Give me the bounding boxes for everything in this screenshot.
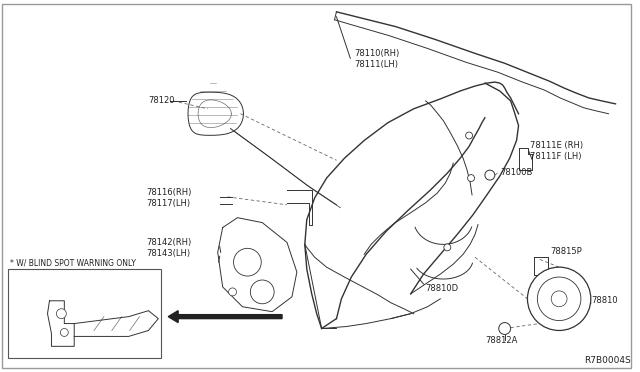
Text: 78812A: 78812A — [485, 336, 517, 345]
FancyArrow shape — [168, 311, 282, 323]
FancyBboxPatch shape — [8, 269, 161, 358]
Circle shape — [234, 248, 261, 276]
Circle shape — [228, 288, 237, 296]
Text: R7B0004S: R7B0004S — [584, 356, 630, 365]
Circle shape — [56, 309, 67, 318]
Text: 78810D: 78810D — [426, 285, 459, 294]
Circle shape — [527, 267, 591, 330]
Text: 78815P: 78815P — [550, 247, 582, 256]
Circle shape — [60, 328, 68, 336]
Text: 78100B: 78100B — [500, 168, 533, 177]
Circle shape — [485, 170, 495, 180]
Text: 78142(RH): 78142(RH) — [147, 238, 192, 247]
Text: 78111(LH): 78111(LH) — [355, 60, 398, 69]
Text: 78110(RH): 78110(RH) — [355, 49, 399, 58]
Circle shape — [466, 132, 472, 139]
Text: 78120: 78120 — [148, 96, 175, 105]
Circle shape — [538, 277, 581, 321]
Text: 78126(RH): 78126(RH) — [34, 310, 75, 319]
Text: 78810: 78810 — [592, 296, 618, 305]
Text: 78143(LH): 78143(LH) — [147, 249, 191, 258]
Text: 78111F (LH): 78111F (LH) — [531, 152, 582, 161]
Text: 78127(LH): 78127(LH) — [34, 322, 74, 331]
Circle shape — [551, 291, 567, 307]
Text: 78116(RH): 78116(RH) — [147, 189, 192, 198]
Circle shape — [250, 280, 274, 304]
Text: 78111E (RH): 78111E (RH) — [531, 141, 584, 150]
Circle shape — [468, 174, 474, 182]
Circle shape — [444, 244, 451, 251]
Circle shape — [499, 323, 511, 334]
Text: * W/ BLIND SPOT WARNING ONLY: * W/ BLIND SPOT WARNING ONLY — [10, 259, 136, 268]
Text: 78117(LH): 78117(LH) — [147, 199, 191, 208]
